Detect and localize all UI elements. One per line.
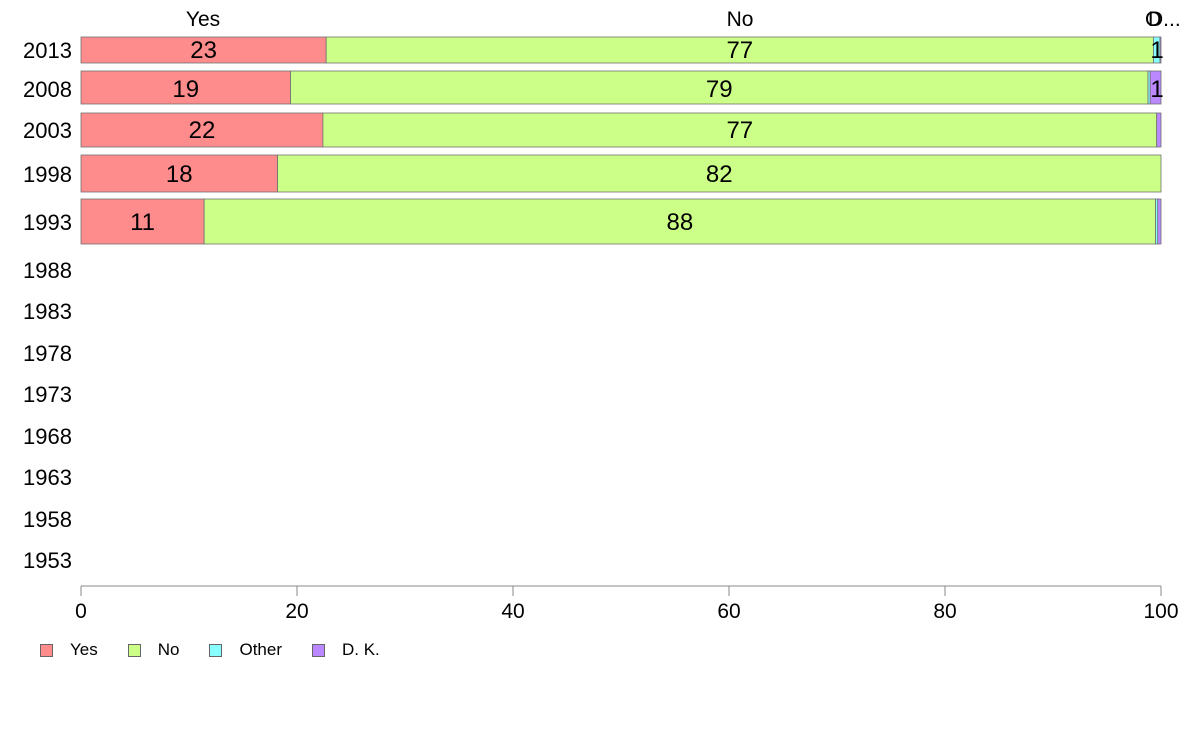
legend-swatch — [127, 643, 141, 657]
x-axis: 0 20 40 60 80 100 — [75, 585, 1179, 623]
x-tick-label-80: 80 — [933, 600, 956, 623]
column-header-label-1: Yes — [186, 8, 220, 31]
bar-value-label-no-2008: 79 — [706, 76, 733, 103]
y-tick-label-2013: 2013 — [23, 38, 72, 63]
y-tick-label-1968: 1968 — [23, 424, 72, 449]
bar-value-label-yes-2003: 22 — [189, 117, 216, 144]
bar-value-label-yes-2013: 23 — [190, 37, 217, 64]
bar-no-1993 — [203, 198, 1156, 245]
bar-yes-2008 — [80, 70, 291, 105]
column-header-label-3: O — [1145, 8, 1161, 31]
legend-swatch — [209, 643, 223, 657]
column-header-labels: Yes No OD... — [186, 8, 1181, 31]
bar-d-k--2003 — [1156, 112, 1162, 148]
bar-d-k--2008 — [1149, 70, 1162, 105]
legend: Yes No Other D. K. — [40, 640, 410, 660]
bar-value-label-yes-2008: 19 — [172, 76, 199, 103]
bar-value-label-d-k--2008: 1 — [1150, 76, 1163, 103]
x-tick-label-40: 40 — [501, 600, 524, 623]
legend-label: D. K. — [342, 640, 380, 659]
legend-swatch — [40, 643, 53, 657]
y-tick-label-1983: 1983 — [23, 299, 72, 324]
legend-swatch — [312, 643, 325, 657]
y-tick-label-1978: 1978 — [23, 341, 72, 366]
y-tick-label-1953: 1953 — [23, 548, 72, 573]
bar-yes-2003 — [80, 112, 324, 148]
y-tick-label-2003: 2003 — [23, 118, 72, 143]
y-tick-label-1958: 1958 — [23, 507, 72, 532]
y-tick-label-2008: 2008 — [23, 77, 72, 102]
bar-value-label-no-2013: 77 — [726, 37, 753, 64]
bar-no-2013 — [325, 36, 1154, 64]
column-header-label-2: No — [727, 8, 754, 31]
legend-label: No — [157, 640, 180, 659]
bars — [80, 36, 1162, 245]
legend-item-yes: Yes — [40, 640, 98, 660]
legend-label: Yes — [70, 640, 98, 659]
y-axis-tick-labels: 2013 2008 2003 1998 1993 1988 1983 1978 1973 1968… — [23, 38, 72, 573]
legend-item-other: Other — [209, 640, 282, 660]
y-tick-label-1988: 1988 — [23, 258, 72, 283]
legend-item-no: No — [127, 640, 180, 660]
y-tick-label-1963: 1963 — [23, 465, 72, 490]
bar-value-label-yes-1993: 11 — [130, 209, 155, 236]
x-tick-label-20: 20 — [285, 600, 308, 623]
bar-value-labels: 23 77 1 19 79 1 22 77 18 82 11 88 — [130, 37, 1164, 236]
x-tick-label-100: 100 — [1143, 600, 1178, 623]
bar-value-label-yes-1998: 18 — [166, 161, 193, 188]
y-tick-label-1993: 1993 — [23, 210, 72, 235]
x-tick-label-0: 0 — [75, 600, 87, 623]
column-header-label-4: D... — [1148, 8, 1181, 31]
legend-label: Other — [239, 640, 282, 659]
y-tick-label-1998: 1998 — [23, 162, 72, 187]
bar-value-label-no-1993: 88 — [667, 209, 694, 236]
bar-no-1998 — [277, 154, 1162, 193]
bar-no-2008 — [290, 70, 1149, 105]
bar-value-label-d-k--2013: 1 — [1150, 37, 1163, 64]
x-tick-label-60: 60 — [717, 600, 740, 623]
bar-d-k--1993 — [1157, 198, 1162, 245]
bar-d-k--2013 — [1159, 36, 1162, 64]
legend-item-d-k-: D. K. — [312, 640, 380, 660]
bar-value-label-no-1998: 82 — [706, 161, 733, 188]
bar-value-label-no-2003: 77 — [726, 117, 753, 144]
bar-yes-1993 — [80, 198, 205, 245]
y-tick-label-1973: 1973 — [23, 382, 72, 407]
